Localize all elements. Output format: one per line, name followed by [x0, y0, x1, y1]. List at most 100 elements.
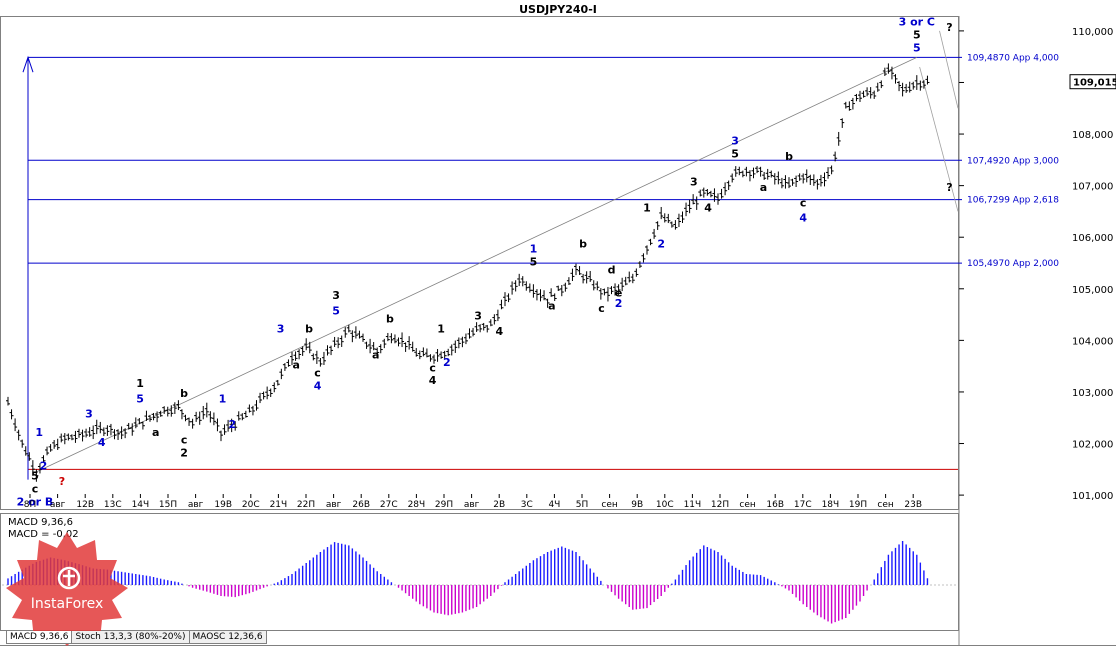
x-tick-label: 27С	[380, 500, 398, 510]
chart-title: USDJPY240-I	[519, 3, 597, 16]
x-tick-label: авг	[464, 500, 480, 510]
x-tick-label: 12П	[711, 500, 729, 510]
wave-label: 3	[85, 408, 93, 421]
y-tick-label: 104,000	[1072, 336, 1113, 347]
wave-label: 2	[615, 297, 623, 310]
wave-label: a	[372, 348, 379, 361]
level-label: 107,4920 App 3,000	[967, 156, 1059, 166]
wave-label: 1	[219, 392, 227, 405]
wave-label: 1	[530, 243, 538, 256]
x-tick-label: 19В	[214, 500, 232, 510]
trend-line	[36, 56, 917, 473]
wave-label: b	[785, 150, 793, 163]
level-label: 106,7299 App 2,618	[967, 196, 1059, 206]
wave-label: 4	[799, 212, 807, 225]
y-tick-label: 110,000	[1072, 27, 1113, 38]
forecast-line	[919, 66, 959, 212]
level-label: 105,4970 App 2,000	[967, 259, 1059, 269]
wave-label: c	[181, 434, 188, 447]
wave-label: c	[429, 361, 436, 374]
time-axis: 8П авг 12В 13С 14Ч 15П авг 19В 20С 21Ч 22П авг 26В 27…	[24, 494, 922, 510]
x-tick-label: 17С	[794, 500, 812, 510]
x-tick-label: 22П	[297, 500, 315, 510]
wave-label: 5	[136, 392, 144, 405]
logo-text: InstaForex	[31, 596, 104, 612]
y-tick-label: 108,000	[1072, 130, 1113, 141]
tab-maosc[interactable]: MAOSC 12,36,6	[188, 631, 267, 644]
wave-label: a	[152, 426, 159, 439]
tab-macd[interactable]: MACD 9,36,6	[6, 631, 73, 644]
x-tick-label: 2В	[493, 500, 505, 510]
x-tick-label: 29П	[435, 500, 453, 510]
y-tick-label: 102,000	[1072, 440, 1113, 451]
wave-label: 3	[474, 310, 482, 323]
wave-label: b	[305, 323, 313, 336]
wave-label: 5	[530, 256, 538, 269]
y-tick-label: 105,000	[1072, 285, 1113, 296]
price-axis: 110,000109,000108,000107,000106,000105,0…	[959, 27, 1116, 502]
macd-histogram	[2, 541, 957, 624]
x-tick-label: сен	[601, 500, 617, 510]
fib-levels: 109,4870 App 4,000 107,4920 App 3,000 106,…	[22, 53, 1059, 480]
wave-label: 5	[332, 305, 340, 318]
x-tick-label: 16В	[766, 500, 784, 510]
x-tick-label: 20С	[242, 500, 260, 510]
x-tick-label: сен	[877, 500, 893, 510]
y-tick-label: 106,000	[1072, 233, 1113, 244]
wave-label: b	[579, 238, 587, 251]
x-tick-label: авг	[188, 500, 204, 510]
wave-label: 4	[314, 379, 322, 392]
x-tick-label: 10С	[656, 500, 674, 510]
wave-label: ?	[59, 475, 65, 488]
logo-emblem	[57, 566, 81, 590]
x-tick-label: сен	[739, 500, 755, 510]
wave-label: ?	[946, 21, 952, 34]
x-tick-label: 23В	[904, 500, 922, 510]
x-tick-label: 12В	[76, 500, 94, 510]
wave-label: 4	[429, 374, 437, 387]
wave-label: 3 or C	[899, 16, 935, 29]
wave-label: 2	[657, 238, 665, 251]
wave-label: 5	[31, 470, 39, 483]
indicator-tabs: MACD 9,36,6 Stoch 13,3,3 (80%-20%) MAOSC…	[6, 631, 267, 645]
x-tick-label: 28Ч	[408, 500, 426, 510]
macd-value-label: MACD = -0,02	[8, 529, 79, 540]
wave-label: a	[293, 359, 300, 372]
x-tick-label: 4Ч	[548, 500, 560, 510]
x-tick-label: 8П	[24, 500, 37, 510]
x-tick-label: 15П	[159, 500, 177, 510]
x-tick-label: авг	[326, 500, 342, 510]
x-tick-label: авг	[50, 500, 66, 510]
y-tick-label: 107,000	[1072, 182, 1113, 193]
tab-stoch[interactable]: Stoch 13,3,3 (80%-20%)	[71, 631, 190, 644]
wave-label: 2	[443, 356, 451, 369]
arrow-head	[22, 55, 34, 73]
wave-label: 5	[913, 42, 921, 55]
wave-label: 1	[437, 323, 445, 336]
wave-label: 2	[40, 459, 48, 472]
wave-label: ?	[946, 181, 952, 194]
wave-label: 3	[277, 323, 285, 336]
wave-label: 1	[136, 377, 144, 390]
wave-label: a	[548, 299, 555, 312]
wave-label: e	[615, 287, 622, 300]
wave-label: 2	[180, 446, 188, 459]
wave-label: 1	[643, 201, 651, 214]
wave-label: b	[180, 387, 188, 400]
trend-lines	[36, 30, 959, 473]
wave-label: 4	[98, 436, 106, 449]
wave-label: 3	[332, 289, 340, 302]
x-tick-label: 3С	[521, 500, 533, 510]
wave-label: 5	[731, 147, 739, 160]
wave-label: 5	[913, 29, 921, 42]
x-tick-label: 19П	[849, 500, 867, 510]
wave-label: 3	[731, 134, 739, 147]
x-tick-label: 9В	[631, 500, 643, 510]
wave-label: c	[32, 483, 39, 496]
wave-label: c	[598, 302, 605, 315]
wave-label: 2	[229, 418, 237, 431]
y-tick-label: 101,000	[1072, 491, 1113, 502]
